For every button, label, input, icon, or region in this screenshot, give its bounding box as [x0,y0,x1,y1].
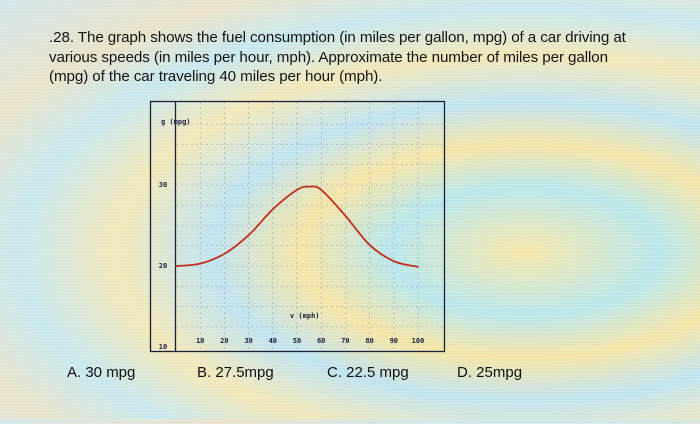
x-axis-label: v (mph) [290,312,320,320]
chart-grid [176,102,444,350]
fuel-curve-line [175,185,419,268]
question-text: .28. The graph shows the fuel consumptio… [49,28,649,87]
y-tick-labels: 10 20 30 [159,181,167,351]
question-body: The graph shows the fuel consumption (in… [49,29,626,85]
x-tick-label: 100 [412,337,425,345]
x-tick-label: 40 [269,337,277,345]
answer-choices: A. 30 mpg B. 27.5mpg C. 22.5 mpg D. 25mp… [0,364,700,388]
answer-c[interactable]: C. 22.5 mpg [327,364,409,381]
y-tick-label: 30 [159,181,167,189]
answer-d[interactable]: D. 25mpg [457,364,523,381]
y-tick-label: 20 [159,262,167,270]
x-tick-label: 30 [244,337,252,345]
x-tick-labels: 10 20 30 40 50 60 70 80 90 100 [196,337,424,345]
question-number: .28. [49,29,74,46]
x-tick-label: 10 [196,337,204,345]
y-axis-label: g (mpg) [161,118,191,126]
answer-b[interactable]: B. 27.5mpg [197,364,274,381]
x-tick-label: 80 [365,337,373,345]
x-tick-label: 90 [390,337,398,345]
answer-a[interactable]: A. 30 mpg [67,364,136,381]
x-tick-label: 70 [341,337,349,345]
x-tick-label: 60 [317,337,325,345]
chart-frame [149,100,446,353]
y-tick-label: 10 [159,343,167,351]
x-tick-label: 20 [220,337,228,345]
x-tick-label: 50 [293,337,301,345]
